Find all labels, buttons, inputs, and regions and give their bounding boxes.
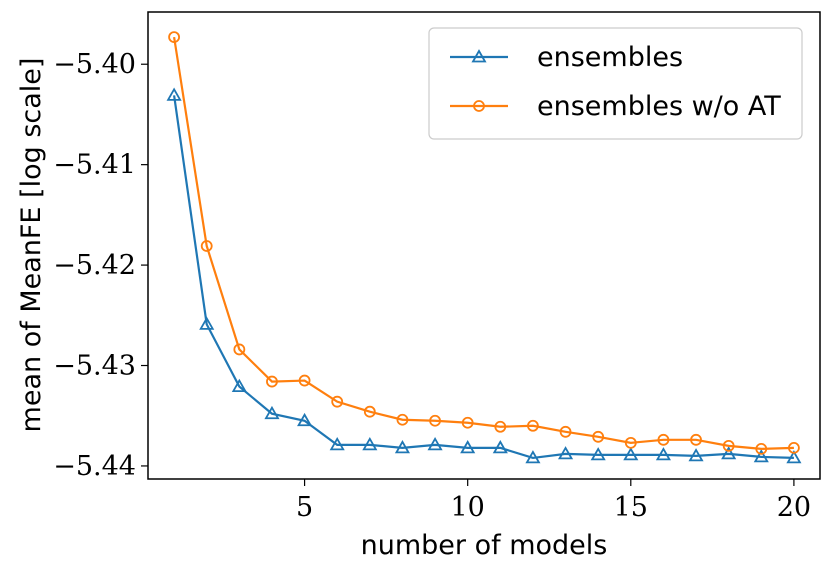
legend-entry: ensembles <box>450 42 683 73</box>
data-point <box>200 240 213 252</box>
series-layer <box>166 31 802 464</box>
data-point <box>688 448 704 462</box>
x-tick-label: 15 <box>614 492 648 523</box>
data-point <box>233 343 246 356</box>
data-point <box>460 440 476 454</box>
data-point <box>298 374 311 387</box>
data-point <box>473 100 485 112</box>
data-point <box>590 447 606 461</box>
data-point <box>690 433 702 446</box>
data-point <box>527 419 539 432</box>
data-point <box>755 442 768 455</box>
data-point <box>492 440 508 454</box>
y-tick-label: −5.42 <box>53 250 136 281</box>
data-point <box>363 405 376 418</box>
data-point <box>329 437 345 451</box>
data-point <box>166 87 182 101</box>
x-axis: 5 10 15 20 <box>296 479 811 523</box>
y-tick-label: −5.44 <box>53 451 136 482</box>
y-tick-label: −5.40 <box>53 49 136 80</box>
y-tick-label: −5.41 <box>53 150 136 181</box>
data-point <box>429 414 441 427</box>
data-point <box>264 405 280 420</box>
data-point <box>722 439 735 452</box>
data-point <box>559 425 572 438</box>
x-tick-label: 10 <box>451 492 485 523</box>
data-point <box>753 449 769 463</box>
series <box>168 31 800 455</box>
y-axis: −5.44 −5.43 −5.42 −5.41 −5.40 <box>53 49 148 482</box>
data-point <box>623 447 639 461</box>
data-point <box>362 437 378 451</box>
data-point <box>471 49 487 63</box>
legend: ensembles ensembles w/o AT <box>428 27 803 140</box>
data-point <box>331 395 344 408</box>
x-axis-label: number of models <box>361 530 608 561</box>
data-point <box>592 430 605 443</box>
x-tick-label: 5 <box>296 492 313 523</box>
y-axis-label: mean of MeanFE [log scale] <box>16 58 47 433</box>
data-point <box>624 436 637 449</box>
legend-entry: ensembles w/o AT <box>450 91 781 122</box>
legend-label: ensembles <box>537 42 683 73</box>
x-tick-label: 20 <box>777 492 811 523</box>
data-point <box>525 450 541 464</box>
data-point <box>394 440 410 454</box>
data-point <box>657 433 670 446</box>
data-point <box>558 446 574 460</box>
legend-box <box>428 27 803 140</box>
data-point <box>297 412 313 427</box>
series-line <box>173 95 794 460</box>
data-point <box>721 446 737 460</box>
data-point <box>199 316 215 330</box>
data-point <box>427 437 443 451</box>
data-point <box>494 420 507 433</box>
data-point <box>396 413 409 426</box>
data-point <box>231 378 247 393</box>
data-point <box>786 450 802 464</box>
data-point <box>461 416 474 429</box>
data-point <box>168 31 180 44</box>
series <box>166 87 802 464</box>
legend-label: ensembles w/o AT <box>537 91 781 122</box>
data-point <box>655 447 671 461</box>
y-tick-label: −5.43 <box>53 351 136 382</box>
data-point <box>788 441 800 454</box>
data-point <box>266 375 278 388</box>
